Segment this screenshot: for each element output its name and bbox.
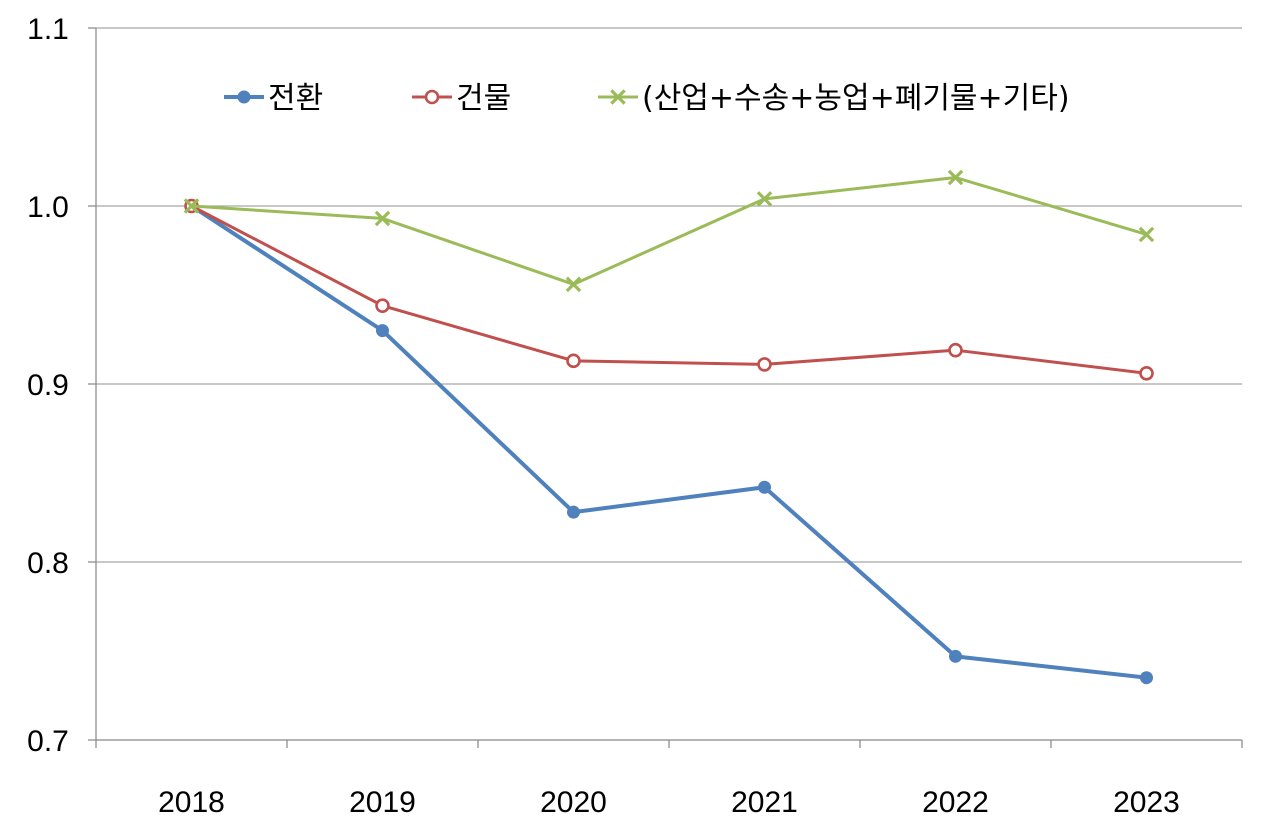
- series-3-point-2020: [565, 276, 582, 293]
- legend-label-2: 건물: [456, 81, 511, 116]
- y-tick-label: 0.9: [27, 369, 69, 402]
- legend-marker-3: [610, 89, 626, 105]
- series-2-point-2023: [1139, 366, 1154, 381]
- series-1-point-2020: [567, 505, 580, 519]
- series-1-point-2022: [949, 649, 962, 663]
- legend-marker-1: [237, 90, 251, 104]
- x-tick-label-2020: 2020: [540, 786, 607, 819]
- series-1-line: [190, 204, 1147, 680]
- series-3-point-2019: [374, 210, 391, 227]
- series-lines: [183, 169, 1155, 685]
- legend-label-1: 전환: [268, 81, 323, 116]
- series-3-point-2022: [947, 169, 964, 186]
- legend: 전환 건물 (산업+수송+농업+폐기물+기타): [224, 81, 1070, 116]
- series-2-point-2020: [566, 353, 581, 369]
- x-axis-ticks: 2018 2019 2020 2021 2022 2023: [158, 786, 1180, 819]
- legend-item-2: 건물: [412, 81, 511, 116]
- series-2: [184, 198, 1154, 381]
- gridlines: [96, 27, 1242, 563]
- series-3-point-2021: [756, 191, 773, 207]
- series-2-point-2019: [375, 298, 390, 313]
- series-1: [185, 199, 1153, 685]
- legend-item-1: 전환: [224, 81, 323, 116]
- x-tick-label-2018: 2018: [158, 786, 225, 819]
- series-1-point-2023: [1140, 671, 1153, 685]
- x-tick-label-2023: 2023: [1113, 786, 1180, 819]
- x-tick-label-2022: 2022: [922, 786, 989, 819]
- axes: [88, 27, 1243, 748]
- series-2-line: [190, 204, 1147, 375]
- y-tick-label: 0.8: [27, 547, 69, 580]
- series-1-point-2019: [376, 324, 389, 338]
- series-3-point-2018: [183, 198, 200, 214]
- y-tick-label: 1.1: [27, 13, 69, 46]
- y-axis-ticks: 0.7 0.8 0.9 1.0 1.1: [27, 13, 69, 758]
- y-tick-label: 1.0: [27, 191, 69, 224]
- series-2-point-2021: [757, 357, 772, 372]
- legend-marker-2: [424, 89, 440, 105]
- series-1-point-2021: [758, 480, 771, 494]
- legend-label-3: (산업+수송+농업+폐기물+기타): [642, 81, 1070, 116]
- series-3-line: [191, 176, 1147, 286]
- series-2-point-2022: [948, 342, 963, 358]
- x-tick-label-2021: 2021: [731, 786, 798, 819]
- series-3: [183, 169, 1155, 293]
- series-3-point-2023: [1138, 226, 1155, 243]
- legend-item-3: (산업+수송+농업+폐기물+기타): [598, 81, 1070, 116]
- x-tick-label-2019: 2019: [349, 786, 416, 819]
- y-tick-label: 0.7: [27, 725, 69, 758]
